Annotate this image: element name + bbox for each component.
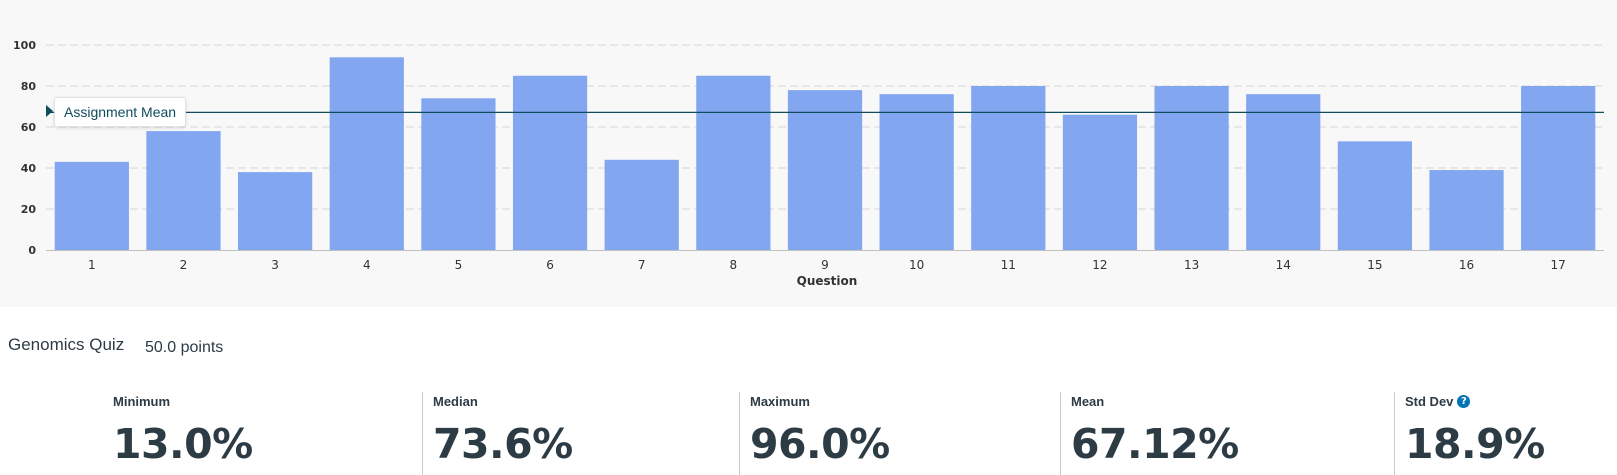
stat-divider	[739, 392, 740, 475]
bar[interactable]	[604, 159, 679, 250]
y-tick-label: 20	[21, 203, 37, 216]
stat-value: 96.0%	[750, 420, 890, 468]
stat-divider	[422, 392, 423, 475]
question-chart-panel: 0 20 40 60 80 100 1 2 3 4 5 6 7 8 9 10 11 12 13 14 15 16 17 Que…	[13, 39, 1604, 288]
x-tick-label: 3	[271, 258, 279, 272]
stat-divider	[1394, 392, 1395, 475]
x-tick-label: 12	[1092, 258, 1107, 272]
bar[interactable]	[879, 94, 954, 250]
bar[interactable]	[146, 131, 221, 250]
bar[interactable]	[1062, 114, 1138, 250]
stat-label: Std Dev	[1405, 393, 1454, 409]
assignment-mean-label: Assignment Mean	[54, 97, 187, 127]
y-tick-label: 40	[21, 162, 37, 175]
x-tick-label: 14	[1276, 258, 1291, 272]
bar[interactable]	[329, 57, 404, 250]
y-tick-label: 60	[21, 121, 37, 134]
x-tick-label: 4	[363, 258, 371, 272]
stat-value: 67.12%	[1071, 420, 1239, 468]
x-tick-label: 5	[455, 258, 463, 272]
stat-minimum: Minimum 13.0%	[113, 390, 253, 475]
x-tick-label: 2	[180, 258, 188, 272]
bar[interactable]	[512, 75, 588, 250]
bar[interactable]	[1429, 170, 1504, 250]
help-icon[interactable]: ?	[1457, 394, 1471, 408]
x-tick-label: 13	[1184, 258, 1199, 272]
bar[interactable]	[54, 161, 129, 250]
x-tick-label: 6	[546, 258, 554, 272]
stat-label: Median	[433, 393, 478, 409]
y-tick-label: 80	[21, 80, 37, 93]
bar[interactable]	[1521, 86, 1596, 250]
stat-value: 13.0%	[113, 420, 253, 468]
assignment-points: 50.0 points	[145, 339, 224, 356]
stat-value: 73.6%	[433, 420, 573, 468]
stat-label: Mean	[1071, 393, 1105, 409]
x-tick-label: 17	[1551, 258, 1566, 272]
bar[interactable]	[238, 172, 313, 250]
x-tick-label: 8	[730, 258, 738, 272]
bar[interactable]	[1154, 86, 1229, 250]
stat-divider	[1060, 392, 1061, 475]
bar[interactable]	[696, 75, 771, 250]
stat-mean: Mean 67.12%	[1071, 390, 1239, 475]
stat-median: Median 73.6%	[433, 390, 573, 475]
x-tick-label: 15	[1367, 258, 1382, 272]
stat-value: 18.9%	[1405, 420, 1545, 468]
stat-label: Maximum	[750, 393, 810, 409]
bar[interactable]	[971, 86, 1046, 250]
y-tick-label: 0	[28, 244, 36, 257]
bar[interactable]	[787, 90, 863, 250]
stat-std-dev: Std Dev ? 18.9%	[1405, 390, 1545, 475]
stat-maximum: Maximum 96.0%	[750, 390, 890, 475]
x-axis-title: Question	[797, 274, 858, 288]
bar[interactable]	[421, 98, 496, 250]
assignment-title: Genomics Quiz	[8, 335, 125, 354]
x-tick-label: 10	[909, 258, 924, 272]
x-tick-label: 1	[88, 258, 96, 272]
x-tick-label: 11	[1001, 258, 1016, 272]
x-tick-label: 7	[638, 258, 646, 272]
bar[interactable]	[1246, 94, 1321, 250]
x-tick-label: 9	[821, 258, 829, 272]
stat-label: Minimum	[113, 393, 171, 409]
bar[interactable]	[1337, 141, 1412, 250]
y-tick-label: 100	[13, 39, 36, 52]
mean-marker-icon	[46, 105, 53, 117]
x-tick-label: 16	[1459, 258, 1474, 272]
